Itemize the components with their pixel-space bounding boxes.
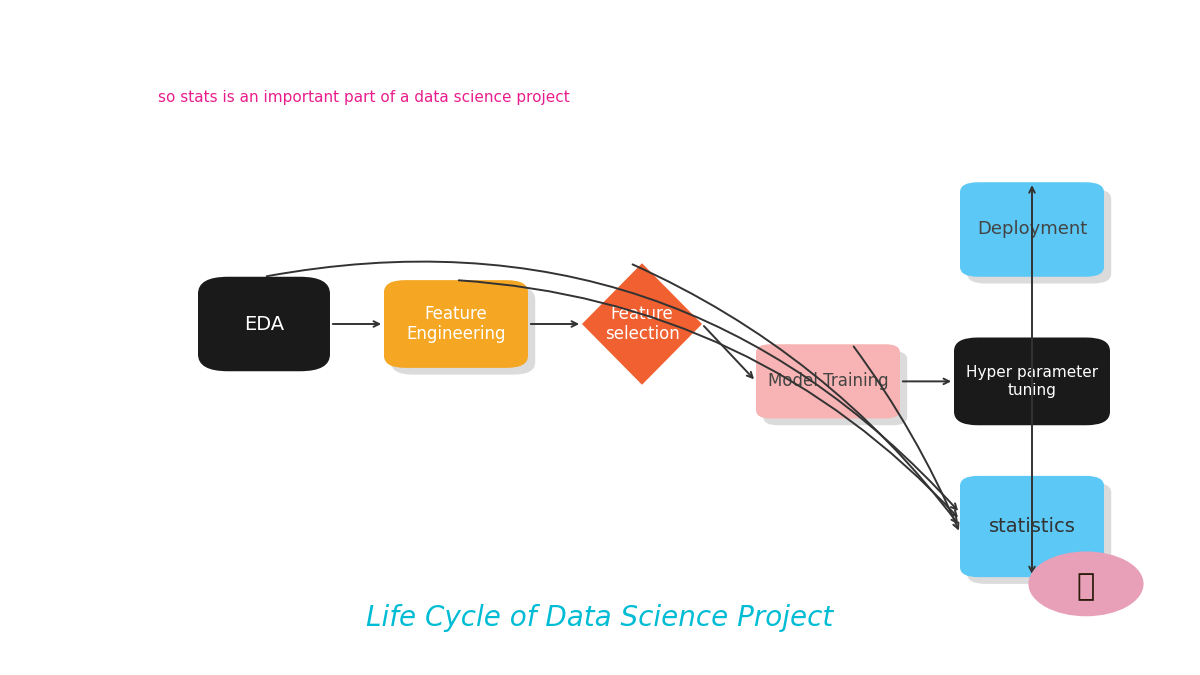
Polygon shape bbox=[582, 263, 702, 385]
Text: Feature
selection: Feature selection bbox=[605, 304, 679, 344]
Circle shape bbox=[1043, 560, 1129, 608]
FancyBboxPatch shape bbox=[198, 277, 330, 371]
FancyBboxPatch shape bbox=[384, 280, 528, 368]
Text: 👤: 👤 bbox=[1076, 572, 1096, 601]
FancyBboxPatch shape bbox=[756, 344, 900, 418]
Text: Feature
Engineering: Feature Engineering bbox=[407, 304, 505, 344]
Text: Model Training: Model Training bbox=[768, 373, 888, 390]
Text: EDA: EDA bbox=[244, 315, 284, 333]
FancyBboxPatch shape bbox=[960, 182, 1104, 277]
Text: Hyper parameter
tuning: Hyper parameter tuning bbox=[966, 365, 1098, 398]
Text: statistics: statistics bbox=[989, 517, 1075, 536]
FancyBboxPatch shape bbox=[967, 483, 1111, 584]
FancyBboxPatch shape bbox=[763, 351, 907, 425]
Circle shape bbox=[1057, 568, 1115, 600]
FancyBboxPatch shape bbox=[960, 476, 1104, 577]
Text: Life Cycle of Data Science Project: Life Cycle of Data Science Project bbox=[366, 603, 834, 632]
Text: Deployment: Deployment bbox=[977, 221, 1087, 238]
FancyBboxPatch shape bbox=[954, 338, 1110, 425]
FancyBboxPatch shape bbox=[391, 287, 535, 375]
FancyBboxPatch shape bbox=[967, 189, 1111, 284]
Text: so stats is an important part of a data science project: so stats is an important part of a data … bbox=[158, 90, 570, 105]
Circle shape bbox=[1028, 551, 1144, 616]
